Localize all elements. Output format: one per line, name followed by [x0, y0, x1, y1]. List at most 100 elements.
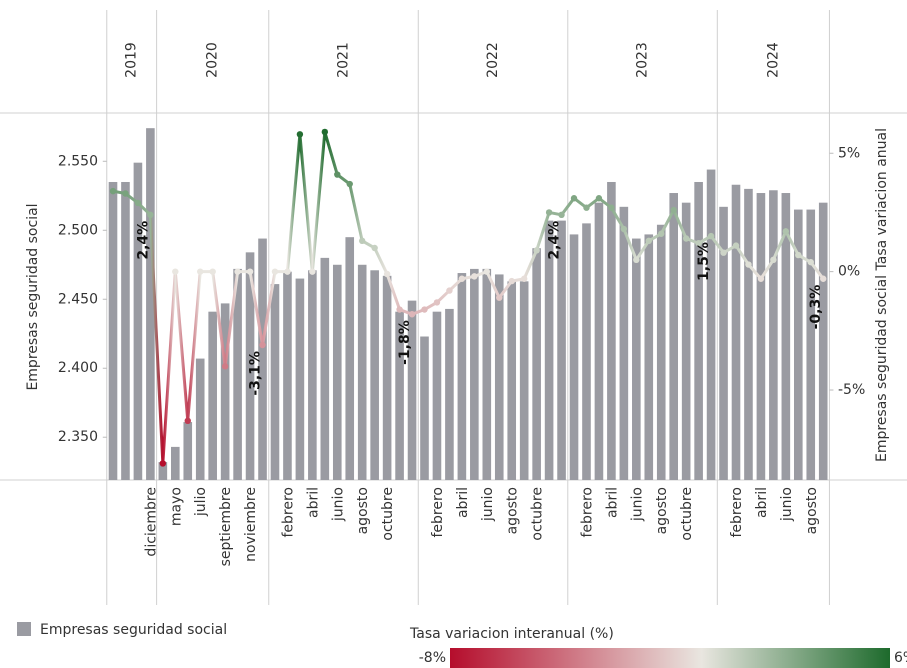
x-tick-label: agosto [355, 487, 371, 534]
x-tick-label: junio [480, 487, 496, 522]
bar [208, 311, 217, 480]
bar [295, 278, 305, 480]
color-legend-label: -8% [419, 650, 446, 666]
bar [482, 268, 492, 480]
rate-point [309, 268, 316, 275]
bar [632, 238, 641, 480]
rate-point [346, 180, 353, 188]
rate-point [483, 268, 490, 275]
y2-axis-title: Empresas seguridad social Tasa variacion… [874, 128, 890, 462]
bar [457, 273, 467, 480]
bar [158, 462, 168, 480]
rate-point [558, 211, 565, 219]
x-tick-label: agosto [654, 487, 670, 534]
x-tick-label: febrero [430, 487, 446, 538]
y2-tick-label: -5% [838, 382, 865, 398]
rate-point [583, 204, 590, 211]
x-tick-label: abril [455, 487, 471, 518]
data-label: 2,4% [135, 221, 151, 260]
bar [781, 193, 791, 480]
bar [270, 284, 280, 480]
y-tick-label: 2.550 [58, 153, 98, 169]
data-label: -1,8% [397, 320, 413, 365]
x-tick-label: abril [754, 487, 770, 518]
rate-line [112, 131, 825, 464]
rate-point [172, 268, 179, 275]
x-tick-label: octubre [530, 487, 546, 541]
rate-point [545, 209, 553, 216]
rate-point [595, 195, 603, 202]
bar [108, 181, 118, 480]
rate-point [695, 240, 702, 247]
rate-point [471, 273, 478, 280]
x-tick-label: noviembre [243, 487, 259, 562]
x-tick-label: agosto [505, 487, 521, 534]
rate-point [820, 275, 827, 282]
bar [532, 248, 541, 480]
y-tick-label: 2.450 [58, 291, 98, 307]
y-tick-label: 2.400 [58, 360, 98, 376]
x-tick-label: septiembre [218, 487, 234, 566]
rate-point [533, 247, 540, 254]
data-label: 2,4% [547, 221, 563, 260]
year-label: 2020 [205, 42, 221, 78]
bar [494, 274, 504, 480]
bar [607, 181, 616, 480]
x-tick-label: abril [305, 487, 321, 518]
color-legend-bar [450, 648, 890, 668]
bar [308, 270, 317, 480]
bar [395, 311, 404, 480]
data-label: -0,3% [808, 285, 824, 330]
rate-point [720, 249, 727, 256]
bar [594, 202, 604, 480]
bar [544, 220, 554, 480]
bar [644, 234, 654, 480]
year-label: 2022 [485, 42, 501, 78]
bar [470, 268, 479, 480]
bar [345, 237, 355, 480]
rate-point [271, 268, 279, 275]
rate-point [359, 237, 366, 245]
rate-point [284, 268, 291, 275]
rate-point [570, 195, 578, 202]
bar [507, 281, 517, 480]
x-tick-label: agosto [804, 487, 820, 534]
rate-point [508, 277, 515, 285]
rate-point [334, 171, 341, 178]
bar [619, 206, 629, 480]
legend-label: Empresas seguridad social [40, 622, 227, 638]
rate-point [396, 306, 403, 313]
rate-point [159, 460, 167, 467]
bar [519, 281, 529, 480]
y-axis-title: Empresas seguridad social [25, 203, 41, 390]
bar [283, 271, 292, 480]
rate-point [421, 306, 428, 313]
x-tick-label: octubre [679, 487, 695, 541]
rate-point [807, 258, 814, 266]
x-tick-label: junio [629, 487, 645, 522]
x-tick-label: julio [193, 487, 209, 517]
bar [320, 257, 330, 480]
bar [557, 220, 566, 480]
bar [233, 268, 242, 480]
data-label: 1,5% [696, 242, 712, 281]
bar [183, 422, 193, 480]
rate-point [732, 242, 740, 249]
rate-point [246, 268, 254, 275]
bar [220, 303, 230, 480]
y2-tick-label: 0% [838, 264, 860, 280]
bar [195, 358, 205, 480]
bar [756, 193, 766, 480]
bar [818, 202, 828, 480]
rate-point [770, 256, 777, 263]
bar [382, 275, 392, 480]
bar [806, 209, 816, 480]
rate-point [682, 235, 690, 242]
legend-swatch [17, 622, 31, 636]
rate-point [670, 206, 677, 214]
rate-point [371, 244, 378, 252]
data-label: -3,1% [248, 351, 264, 396]
bar [706, 169, 716, 480]
rate-point [446, 287, 453, 294]
rate-point [620, 225, 628, 233]
